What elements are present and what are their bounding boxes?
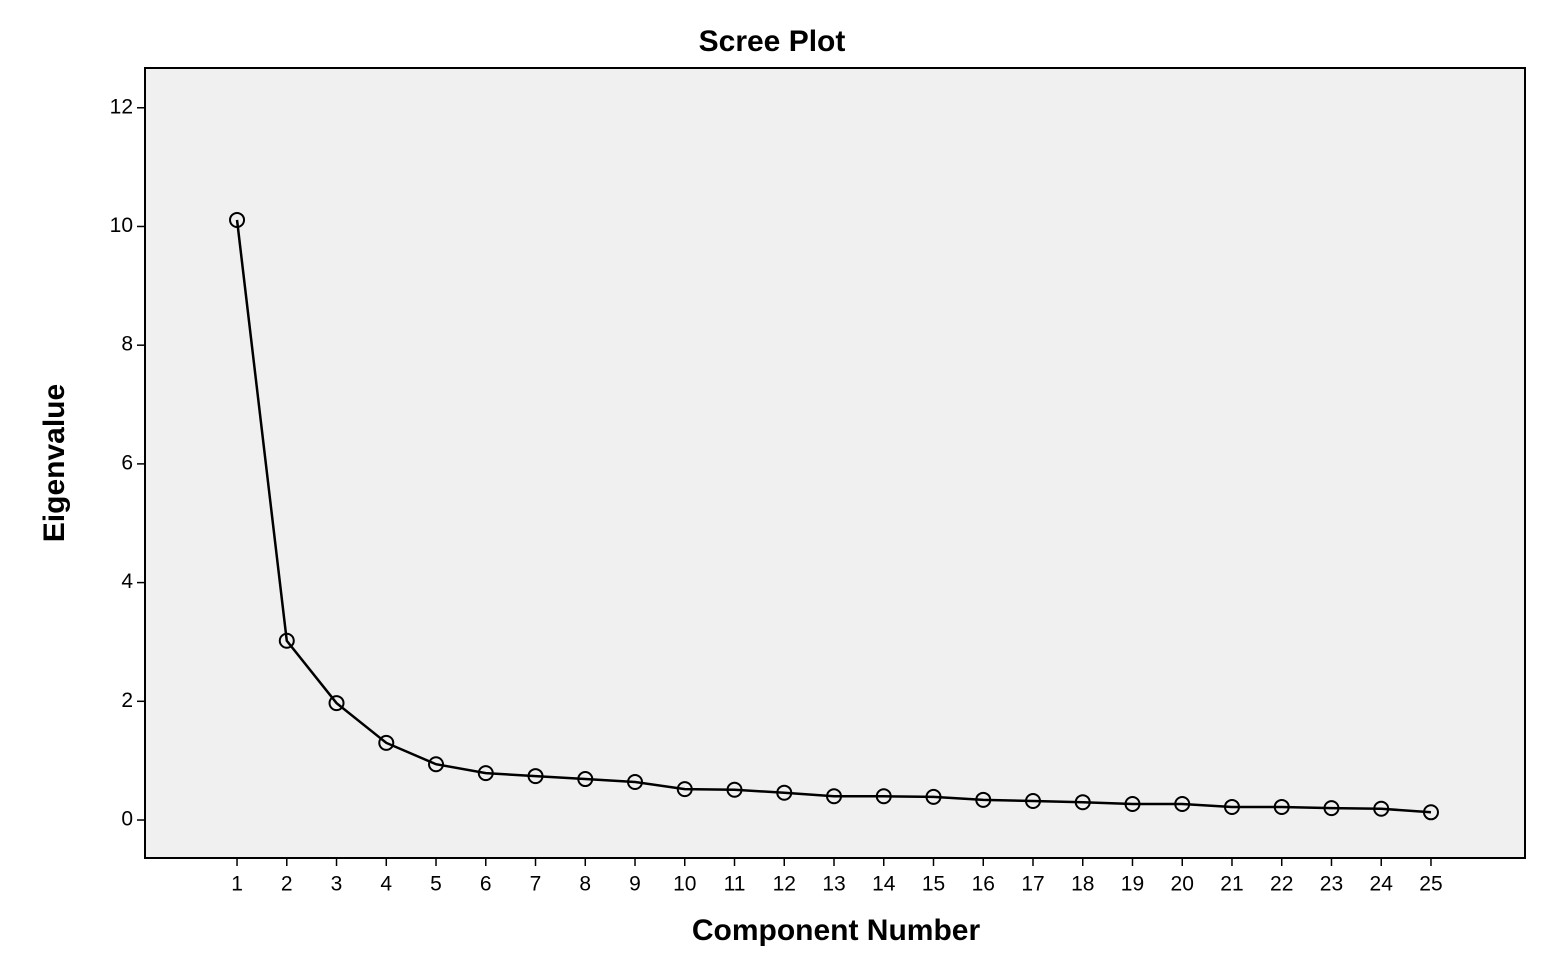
data-point	[428, 756, 445, 773]
data-point	[1074, 794, 1091, 811]
x-tick-label: 10	[673, 873, 696, 896]
x-tick-label: 25	[1419, 873, 1442, 896]
data-point	[975, 791, 992, 808]
y-tick-label: 8	[121, 333, 133, 356]
chart-title: Scree Plot	[699, 25, 846, 58]
data-point	[1373, 800, 1390, 817]
plot-area	[144, 67, 1526, 859]
x-tick-label: 17	[1021, 873, 1044, 896]
x-tick-label: 22	[1270, 873, 1293, 896]
data-point	[1174, 795, 1191, 812]
x-tick-label: 6	[480, 873, 492, 896]
data-point	[378, 734, 395, 751]
data-point	[1323, 800, 1340, 817]
x-tick-label: 3	[331, 873, 343, 896]
x-tick-label: 9	[629, 873, 641, 896]
data-point	[1422, 804, 1439, 821]
y-tick-label: 0	[121, 808, 133, 831]
data-point	[328, 695, 345, 712]
x-tick-label: 19	[1121, 873, 1144, 896]
y-tick-label: 6	[121, 451, 133, 474]
x-tick-label: 20	[1171, 873, 1194, 896]
data-point	[627, 774, 644, 791]
x-tick-label: 13	[822, 873, 845, 896]
data-point	[1124, 795, 1141, 812]
x-tick-label: 11	[724, 873, 746, 896]
x-tick-label: 15	[922, 873, 945, 896]
x-tick-label: 14	[872, 873, 896, 896]
data-point	[1273, 798, 1290, 815]
data-point	[676, 781, 693, 798]
data-point	[229, 211, 246, 228]
data-point	[726, 781, 743, 798]
y-tick-label: 4	[121, 570, 133, 593]
x-tick-label: 18	[1071, 873, 1094, 896]
y-tick-label: 12	[110, 95, 133, 118]
y-tick-label: 10	[110, 214, 133, 237]
data-point	[925, 788, 942, 805]
y-tick-label: 2	[121, 689, 133, 712]
data-point	[577, 771, 594, 788]
x-tick-label: 5	[430, 873, 442, 896]
x-tick-label: 23	[1320, 873, 1343, 896]
data-point	[477, 765, 494, 782]
x-tick-label: 12	[773, 873, 796, 896]
data-point	[1024, 793, 1041, 810]
x-tick-label: 21	[1220, 873, 1243, 896]
y-axis-label: Eigenvalue	[38, 384, 71, 542]
x-tick-label: 7	[530, 873, 542, 896]
x-tick-label: 4	[380, 873, 392, 896]
data-point	[1223, 798, 1240, 815]
data-point	[875, 788, 892, 805]
x-axis-label: Component Number	[692, 914, 981, 947]
x-tick-label: 1	[231, 873, 243, 896]
data-point	[527, 768, 544, 785]
x-tick-label: 8	[579, 873, 591, 896]
x-tick-label: 16	[972, 873, 995, 896]
x-tick-label: 24	[1370, 873, 1394, 896]
series-line	[235, 219, 1432, 814]
data-point	[826, 788, 843, 805]
data-point	[278, 632, 295, 649]
data-point	[776, 784, 793, 801]
x-tick-label: 2	[281, 873, 293, 896]
